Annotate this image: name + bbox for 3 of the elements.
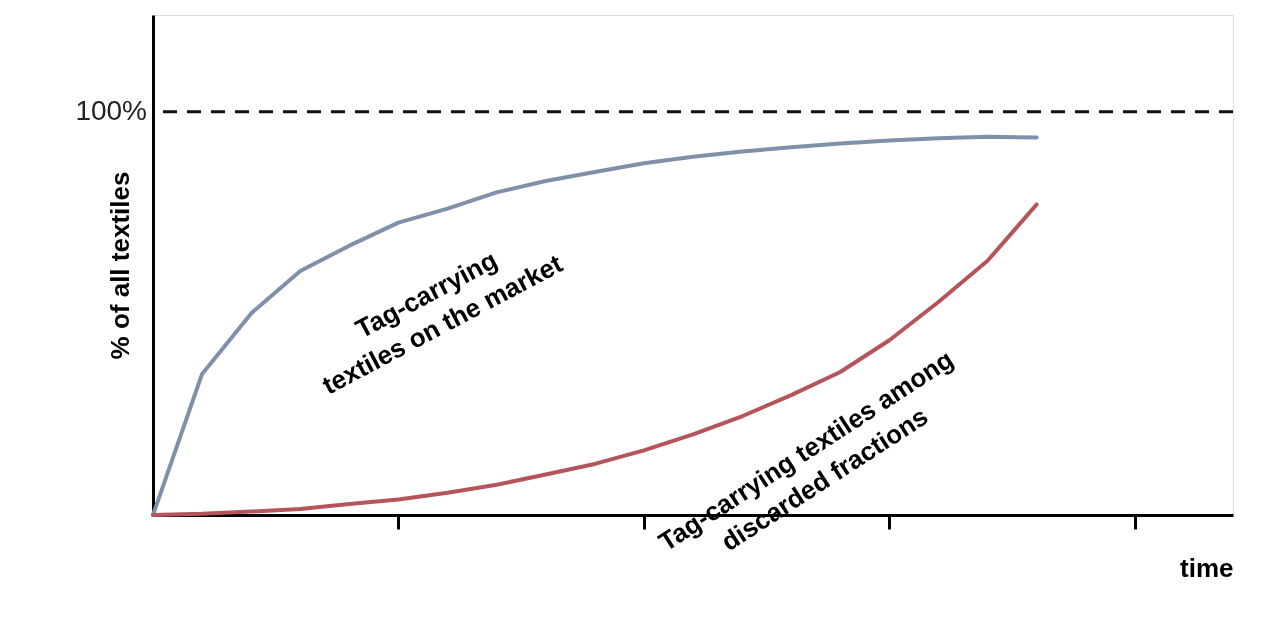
x-axis-title: time	[1180, 552, 1234, 583]
y-axis-title: % of all textiles	[104, 171, 135, 360]
text: 100%	[75, 94, 147, 126]
